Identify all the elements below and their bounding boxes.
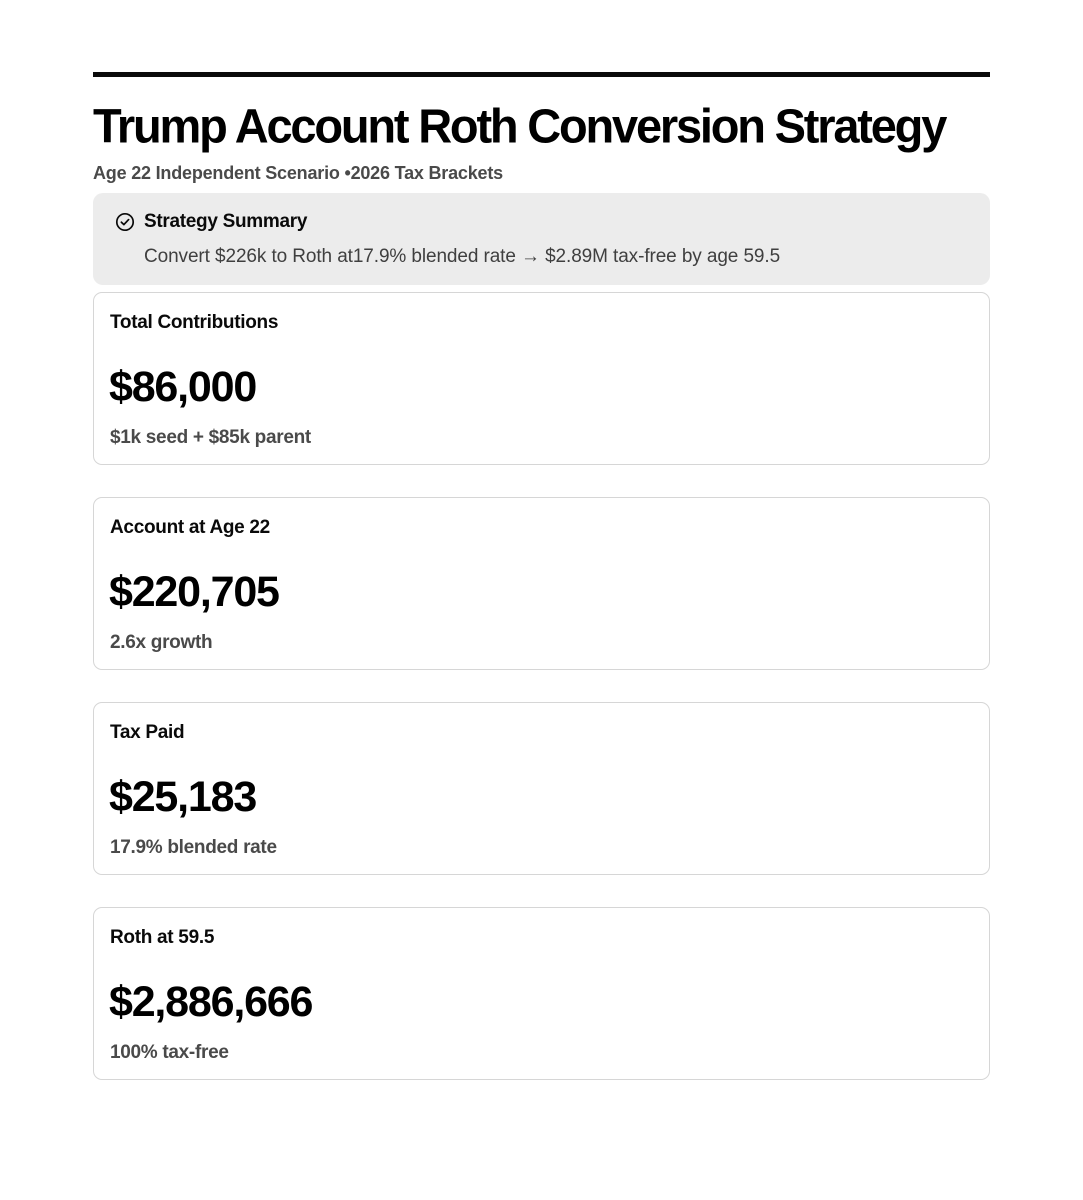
stat-card-note: $1k seed + $85k parent — [110, 427, 311, 448]
stat-card-roth-at-59-5: Roth at 59.5 $2,886,666 100% tax-free — [93, 907, 990, 1080]
strategy-summary: Strategy Summary Convert $226k to Roth a… — [93, 193, 990, 285]
page-title: Trump Account Roth Conversion Strategy — [93, 98, 947, 153]
stat-card-total-contributions: Total Contributions $86,000 $1k seed + $… — [93, 292, 990, 465]
top-divider — [93, 72, 990, 77]
stat-card-note: 100% tax-free — [110, 1042, 229, 1063]
stat-card-value: $220,705 — [109, 568, 280, 616]
stat-card-value: $86,000 — [109, 363, 257, 411]
stat-card-label: Total Contributions — [110, 312, 279, 333]
stat-card-account-at-age-22: Account at Age 22 $220,705 2.6x growth — [93, 497, 990, 670]
check-circle-icon — [115, 212, 135, 232]
stat-card-value: $25,183 — [109, 773, 257, 821]
stat-card-note: 2.6x growth — [110, 632, 213, 653]
summary-heading: Strategy Summary — [144, 211, 308, 232]
stat-card-value: $2,886,666 — [109, 978, 313, 1026]
stat-card-label: Tax Paid — [110, 722, 185, 743]
stat-card-label: Roth at 59.5 — [110, 927, 215, 948]
page: Trump Account Roth Conversion Strategy A… — [93, 72, 990, 1080]
summary-text: Convert $226k to Roth at17.9% blended ra… — [144, 246, 781, 267]
stat-card-label: Account at Age 22 — [110, 517, 270, 538]
stat-card-note: 17.9% blended rate — [110, 837, 277, 858]
page-subtitle: Age 22 Independent Scenario •2026 Tax Br… — [93, 163, 503, 183]
stat-card-tax-paid: Tax Paid $25,183 17.9% blended rate — [93, 702, 990, 875]
